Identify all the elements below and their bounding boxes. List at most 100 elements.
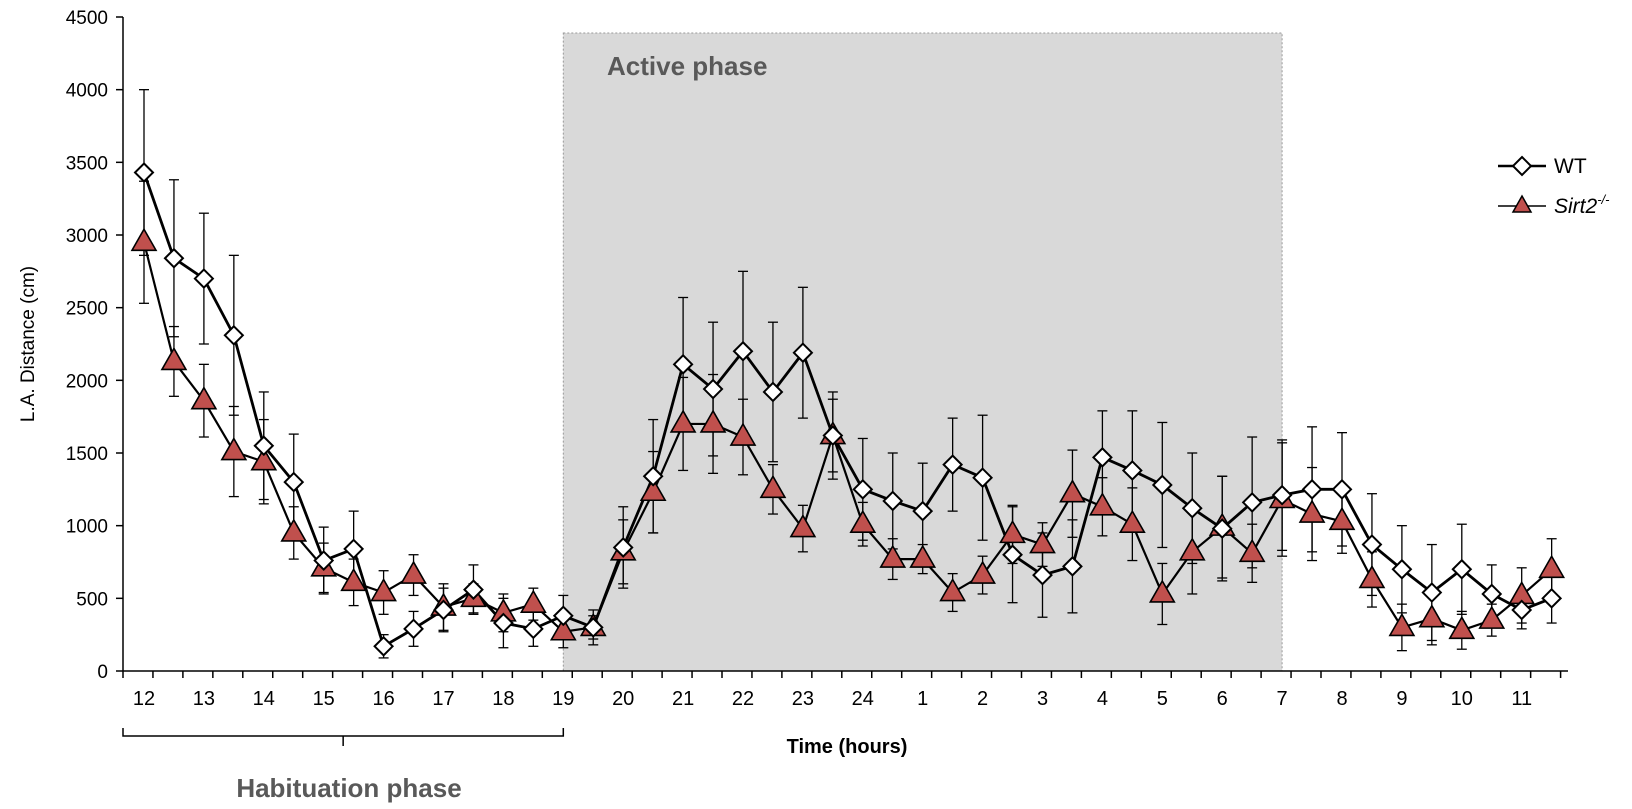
- marker-wt: [193, 268, 215, 290]
- x-tick-label: 15: [313, 688, 335, 710]
- x-tick-label: 9: [1396, 688, 1407, 710]
- marker-sirt2: [909, 544, 937, 568]
- y-tick-label: 4000: [66, 81, 108, 102]
- marker-sirt2: [519, 589, 547, 613]
- y-tick-label: 500: [76, 589, 108, 610]
- x-axis-title: Time (hours): [787, 736, 908, 758]
- y-tick-label: 2000: [66, 371, 108, 392]
- marker-wt: [732, 340, 754, 362]
- marker-sirt2: [939, 577, 967, 602]
- marker-sirt2: [1178, 537, 1206, 561]
- marker-wt: [882, 490, 904, 512]
- marker-wt: [373, 635, 395, 657]
- x-tick-label: 4: [1097, 688, 1108, 710]
- axes: [122, 17, 1568, 672]
- marker-sirt2: [1328, 506, 1356, 531]
- marker-wt: [1062, 555, 1083, 577]
- marker-wt: [972, 467, 994, 489]
- marker-wt: [702, 378, 724, 400]
- marker-wt: [1301, 478, 1323, 500]
- marker-sirt2: [549, 617, 577, 641]
- x-tick-label: 22: [732, 688, 754, 710]
- y-tick-label: 1500: [66, 444, 108, 465]
- y-tick-label: 1000: [66, 517, 108, 538]
- x-tick-label: 21: [672, 688, 694, 710]
- marker-wt: [1211, 518, 1233, 539]
- marker-wt: [522, 618, 544, 640]
- marker-wt: [1451, 558, 1473, 580]
- marker-wt: [492, 612, 514, 634]
- marker-sirt2: [879, 544, 907, 568]
- marker-wt: [1181, 497, 1203, 519]
- marker-wt: [672, 353, 694, 375]
- x-tick-label: 20: [612, 688, 634, 710]
- legend-label-sirt2: Sirt2-/-: [1554, 192, 1610, 218]
- marker-sirt2: [999, 519, 1026, 544]
- marker-wt: [912, 500, 934, 522]
- marker-wt: [1032, 564, 1053, 586]
- y-tick-label: 3000: [66, 226, 108, 247]
- y-axis-title: L.A. Distance (cm): [18, 266, 39, 422]
- marker-sirt2: [1448, 615, 1476, 640]
- y-axis-ticks: 0 500 1000 1500 2000 2500 3000 3500 4000 4500: [66, 8, 123, 683]
- marker-wt: [163, 247, 185, 269]
- marker-wt: [1481, 583, 1503, 605]
- marker-wt: [223, 324, 245, 346]
- marker-wt: [1271, 484, 1293, 506]
- legend-item-wt: WT: [1498, 155, 1587, 178]
- x-tick-label: 5: [1157, 688, 1168, 710]
- x-tick-label: 18: [492, 688, 514, 710]
- marker-sirt2: [1418, 604, 1446, 628]
- x-tick-label: 7: [1277, 688, 1288, 710]
- marker-sirt2: [729, 422, 757, 446]
- x-tick-label: 14: [253, 688, 275, 710]
- marker-wt: [253, 435, 275, 457]
- marker-wt: [822, 425, 844, 446]
- marker-wt: [1361, 534, 1383, 555]
- x-tick-label: 12: [133, 688, 155, 710]
- x-axis-ticks: 12 13 14 15 16 17 18 19 20 21 22 23 24 1 2 3 4 5 6 7 8 9 10 11: [122, 671, 1562, 710]
- marker-wt: [612, 537, 634, 558]
- marker-sirt2: [1059, 479, 1086, 503]
- marker-sirt2: [1388, 612, 1416, 637]
- marker-sirt2: [340, 567, 368, 592]
- marker-wt: [852, 478, 874, 500]
- marker-wt: [133, 162, 155, 183]
- active-phase-label: Active phase: [607, 51, 767, 81]
- x-tick-label: 13: [193, 688, 215, 710]
- marker-wt: [403, 618, 424, 640]
- marker-wt: [1091, 446, 1113, 468]
- marker-sirt2: [1118, 509, 1146, 534]
- habituation-bracket: [122, 728, 565, 746]
- marker-sirt2: [969, 560, 996, 584]
- marker-sirt2: [669, 409, 697, 433]
- marker-sirt2: [280, 518, 308, 542]
- x-tick-label: 2: [977, 688, 988, 710]
- marker-sirt2: [639, 477, 667, 502]
- marker-wt: [1331, 478, 1353, 500]
- marker-wt: [582, 616, 604, 638]
- marker-sirt2: [1089, 492, 1116, 516]
- marker-sirt2: [699, 409, 727, 433]
- marker-wt: [762, 381, 784, 403]
- y-tick-label: 3500: [66, 153, 108, 174]
- legend-diamond-marker: [1511, 155, 1533, 177]
- marker-sirt2: [1538, 554, 1566, 579]
- marker-sirt2: [849, 509, 877, 534]
- marker-wt: [792, 342, 814, 364]
- marker-sirt2: [759, 474, 787, 499]
- marker-sirt2: [130, 227, 158, 252]
- x-tick-label: 17: [432, 688, 454, 710]
- marker-wt: [642, 465, 664, 487]
- marker-wt: [552, 605, 574, 627]
- marker-wt: [1511, 599, 1533, 621]
- x-tick-label: 6: [1217, 688, 1228, 710]
- series-markers: [130, 162, 1566, 657]
- marker-wt: [1421, 582, 1443, 603]
- x-tick-label: 1: [917, 688, 928, 710]
- marker-wt: [1241, 491, 1263, 513]
- legend-triangle-marker: [1511, 194, 1533, 213]
- x-tick-label: 11: [1511, 688, 1532, 710]
- marker-sirt2: [190, 386, 218, 410]
